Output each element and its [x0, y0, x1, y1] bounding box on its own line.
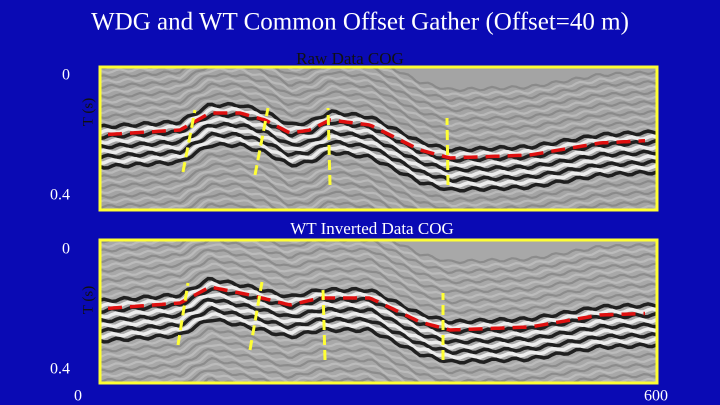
y-tick-label: 0 — [62, 67, 70, 84]
seismic-band — [100, 157, 657, 208]
y-axis-label: T (s) — [80, 98, 96, 126]
seismic-band — [100, 292, 657, 340]
seismic-band — [110, 362, 391, 383]
horizon-curve — [107, 111, 646, 160]
y-tick-label: 0 — [62, 241, 70, 258]
seismic-band — [100, 343, 657, 383]
seismic-band — [100, 286, 657, 335]
seismic-band — [100, 240, 657, 285]
seismic-band — [100, 273, 657, 319]
y-axis-label: T (s) — [80, 286, 96, 314]
fault-line — [326, 107, 332, 186]
seismic-band — [100, 121, 657, 173]
seismic-band — [100, 252, 657, 300]
seismic-band — [100, 312, 657, 360]
seismic-panel — [100, 67, 657, 210]
seismic-band — [100, 87, 657, 138]
seismic-band — [100, 301, 657, 350]
seismic-band — [100, 352, 657, 383]
y-tick-label: 0.4 — [50, 361, 70, 378]
seismic-band — [108, 187, 390, 210]
seismic-band — [100, 177, 657, 210]
seismic-band — [100, 305, 657, 356]
fault-line — [181, 109, 197, 173]
seismic-band — [100, 67, 657, 108]
seismic-band — [100, 276, 657, 325]
fault-line — [248, 281, 264, 351]
seismic-band — [100, 323, 657, 369]
seismic-band — [100, 356, 657, 383]
seismic-band — [100, 77, 657, 128]
seismic-band — [100, 268, 657, 315]
seismic-band — [100, 162, 657, 210]
slide-title: WDG and WT Common Offset Gather (Offset=… — [91, 9, 629, 36]
seismic-band — [100, 327, 657, 375]
seismic-band — [100, 126, 657, 178]
panel-title: Raw Data COG — [296, 49, 404, 68]
seismic-band — [100, 317, 657, 365]
seismic-band — [100, 172, 657, 210]
seismic-band — [100, 240, 657, 280]
fault-line — [253, 107, 270, 176]
seismic-band — [100, 240, 657, 265]
seismic-band — [100, 141, 657, 193]
fault-line — [176, 282, 190, 346]
seismic-band — [100, 72, 657, 123]
seismic-band — [100, 280, 657, 331]
seismic-band — [177, 192, 377, 210]
seismic-band — [100, 131, 657, 184]
seismic-band — [100, 152, 657, 203]
seismic-band — [100, 182, 657, 210]
seismic-band — [100, 337, 657, 383]
seismic-band — [100, 67, 657, 93]
horizon-curve — [107, 285, 646, 332]
seismic-band — [100, 243, 657, 290]
seismic-band — [100, 167, 657, 210]
seismic-panel — [100, 240, 657, 383]
seismic-band — [100, 67, 657, 103]
seismic-band — [100, 147, 657, 197]
x-tick-label: 0 — [74, 388, 82, 405]
seismic-band — [100, 248, 657, 295]
seismic-band — [100, 262, 657, 310]
panel-border — [98, 65, 659, 212]
seismic-band — [100, 67, 657, 113]
fault-line — [321, 289, 327, 361]
fault-line — [445, 117, 450, 186]
seismic-band — [100, 331, 657, 380]
seismic-band — [100, 67, 657, 118]
seismic-band — [100, 101, 657, 153]
seismic-band — [100, 297, 657, 345]
seismic-band — [100, 116, 657, 168]
panel-border — [98, 238, 659, 385]
panel-title: WT Inverted Data COG — [290, 219, 454, 238]
seismic-band — [100, 82, 657, 133]
seismic-band — [100, 92, 657, 143]
seismic-band — [100, 136, 657, 188]
seismic-band — [100, 256, 657, 305]
seismic-band — [178, 368, 377, 383]
y-tick-label: 0.4 — [50, 187, 70, 204]
seismic-band — [100, 240, 657, 275]
x-tick-label: 600 — [644, 388, 668, 405]
